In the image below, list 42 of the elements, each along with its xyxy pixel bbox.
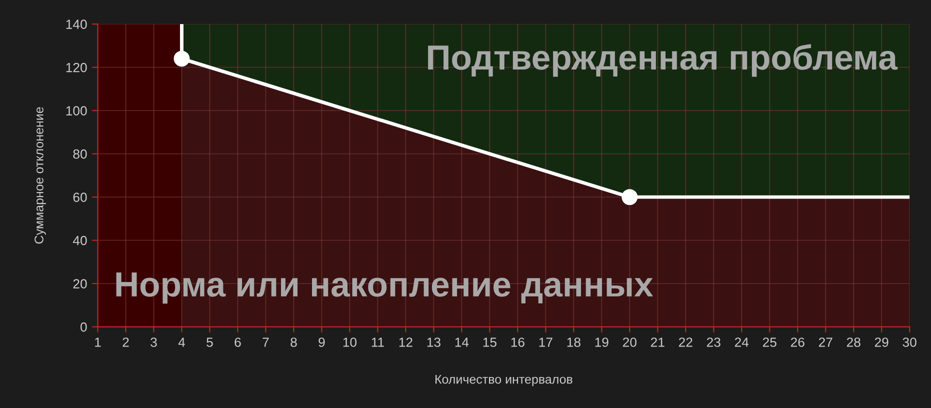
y-tick-label: 20	[73, 279, 87, 288]
x-tick-label: 22	[678, 338, 692, 347]
y-tick-label: 100	[66, 106, 87, 116]
x-tick-label: 26	[790, 338, 804, 347]
x-tick-label: 15	[483, 338, 496, 347]
x-tick-label: 19	[595, 338, 608, 347]
x-tick-label: 3	[150, 338, 157, 347]
x-tick-label: 21	[650, 338, 664, 347]
x-tick-label: 14	[455, 338, 469, 347]
y-tick-label: 40	[72, 236, 87, 246]
x-tick-label: 27	[818, 338, 832, 347]
x-tick-label: 8	[290, 338, 297, 347]
x-tick-label: 2	[122, 338, 129, 347]
y-axis-title: Суммарное отклонение	[34, 107, 46, 244]
x-tick-label: 30	[902, 338, 916, 347]
x-tick-label: 10	[343, 338, 357, 347]
x-tick-label: 20	[622, 338, 636, 347]
x-tick-label: 12	[399, 338, 412, 347]
x-tick-label: 11	[372, 338, 384, 347]
x-tick-label: 13	[427, 338, 440, 347]
annotation: Подтвержденная проблема	[428, 44, 898, 77]
x-tick-label: 7	[262, 338, 269, 347]
y-tick-label: 140	[66, 20, 87, 29]
x-tick-label: 16	[511, 338, 524, 347]
x-axis-title: Количество интервалов	[435, 374, 572, 386]
x-tick-label: 1	[95, 338, 101, 347]
x-tick-label: 23	[706, 338, 720, 347]
x-tick-label: 17	[539, 338, 552, 347]
x-tick-label: 24	[734, 338, 749, 347]
x-tick-label: 25	[762, 338, 776, 347]
x-tick-label: 29	[874, 338, 888, 347]
x-tick-label: 6	[234, 338, 241, 347]
y-tick-label: 80	[73, 149, 87, 159]
x-tick-label: 18	[567, 338, 580, 347]
y-tick-label: 0	[80, 322, 87, 332]
y-tick-label: 120	[66, 62, 87, 72]
y-tick-label: 60	[73, 192, 87, 202]
annotation: Норма или накопление данных	[116, 272, 654, 304]
x-tick-label: 9	[318, 338, 325, 347]
x-tick-label: 4	[178, 338, 186, 347]
x-tick-label: 5	[206, 338, 213, 347]
x-tick-label: 28	[846, 338, 860, 347]
